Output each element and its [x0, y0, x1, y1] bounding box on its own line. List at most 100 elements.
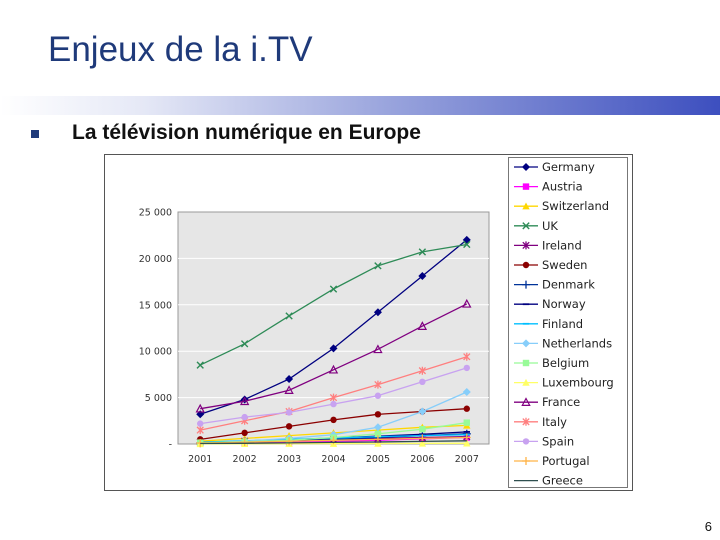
data-point-netherlands: [418, 407, 427, 416]
legend-label: Germany: [542, 160, 595, 174]
data-point-france: [373, 344, 383, 354]
legend-marker-france: [521, 397, 531, 406]
data-point-germany: [285, 375, 294, 384]
legend-marker-belgium: [522, 359, 530, 367]
data-point-germany: [373, 308, 382, 317]
data-point-italy: [196, 426, 204, 435]
data-point-uk: [285, 312, 293, 320]
legend: Germany Austria Switzerland UK Ireland Sweden…: [508, 157, 628, 488]
data-point-spain: [419, 378, 426, 386]
data-point-uk: [418, 248, 427, 256]
y-tick-label: -: [169, 440, 172, 451]
x-tick-label: 2003: [277, 454, 301, 465]
legend-label: Belgium: [542, 356, 589, 370]
legend-label: Austria: [542, 180, 583, 194]
x-tick-label: 2007: [455, 454, 479, 465]
legend-marker-germany: [522, 163, 530, 171]
data-point-spain: [330, 400, 337, 408]
y-tick-label: 5 000: [145, 393, 172, 404]
data-point-italy: [418, 366, 427, 375]
data-point-sweden: [463, 405, 470, 412]
data-point-france: [417, 321, 428, 330]
legend-item-greece: Greece: [514, 474, 583, 488]
data-point-france: [239, 396, 250, 406]
data-point-uk: [329, 285, 338, 293]
series-line-greece: [200, 440, 467, 445]
legend-label: Italy: [542, 415, 567, 429]
legend-item-italy: Italy: [514, 415, 567, 429]
legend-item-norway: Norway: [514, 297, 586, 311]
legend-marker-ireland: [522, 241, 530, 250]
legend-label: Switzerland: [542, 199, 609, 213]
legend-item-germany: Germany: [514, 160, 595, 174]
data-point-sweden: [330, 416, 337, 424]
legend-item-denmark: Denmark: [514, 278, 595, 292]
plot-area: [177, 211, 490, 445]
x-axis-tick-labels: 2001 2002 2003 2004 2005 2006 2007: [188, 454, 479, 465]
x-tick-label: 2002: [233, 454, 257, 465]
data-point-spain: [374, 392, 382, 399]
data-point-spain: [241, 413, 248, 421]
data-point-uk: [240, 340, 249, 348]
legend-label: Denmark: [542, 278, 595, 292]
series-line-france: [200, 303, 468, 410]
legend-marker-denmark: [522, 280, 530, 289]
legend-item-finland: Finland: [514, 317, 583, 331]
data-point-sweden: [285, 423, 293, 430]
bullet-square-icon: [31, 130, 39, 138]
legend-item-belgium: Belgium: [514, 356, 589, 370]
legend-item-ireland: Ireland: [514, 238, 582, 252]
data-point-uk: [196, 361, 204, 369]
legend-item-sweden: Sweden: [514, 258, 587, 272]
data-point-luxembourg: [418, 439, 427, 447]
data-point-france: [462, 298, 472, 308]
x-tick-label: 2004: [321, 454, 345, 465]
data-point-uk: [374, 262, 382, 270]
legend-marker-portugal: [522, 457, 530, 465]
bullet-text: La télévision numérique en Europe: [72, 121, 421, 144]
legend-item-spain: Spain: [514, 434, 574, 448]
legend-label: Ireland: [542, 238, 582, 252]
legend-label: Luxembourg: [542, 376, 614, 390]
data-point-spain: [285, 409, 293, 416]
series-uk: [196, 240, 471, 369]
legend-marker-spain: [522, 438, 530, 445]
y-tick-label: 20 000: [139, 254, 172, 265]
data-point-belgium: [463, 419, 470, 426]
legend-marker-sweden: [522, 261, 530, 269]
legend-item-netherlands: Netherlands: [514, 336, 612, 350]
x-tick-label: 2005: [366, 454, 390, 465]
legend-item-switzerland: Switzerland: [514, 199, 609, 213]
series-lines: [195, 235, 472, 448]
data-point-italy: [374, 380, 382, 389]
legend-frame: [508, 157, 628, 488]
title-underline-band: [0, 96, 720, 115]
data-point-luxembourg: [463, 439, 471, 447]
y-tick-label: 10 000: [139, 347, 172, 358]
y-tick-label: 25 000: [139, 208, 172, 219]
data-point-belgium: [419, 425, 426, 433]
legend-marker-austria: [522, 183, 530, 190]
legend-label: Spain: [542, 434, 574, 448]
legend-label: Greece: [542, 474, 583, 488]
legend-label: Portugal: [542, 454, 590, 468]
legend-label: Finland: [542, 317, 583, 331]
x-tick-label: 2001: [188, 454, 212, 465]
legend-label: France: [542, 395, 580, 409]
legend-marker-netherlands: [522, 339, 530, 348]
data-point-spain: [197, 420, 204, 427]
y-axis-tick-labels: - 5 000 10 000 15 000 20 000 25 000: [139, 208, 172, 451]
data-point-sweden: [241, 429, 248, 437]
x-tick-label: 2006: [410, 454, 434, 465]
data-point-netherlands: [462, 388, 471, 397]
data-point-portugal: [285, 437, 294, 446]
data-point-germany: [418, 272, 427, 281]
data-point-portugal: [240, 438, 249, 447]
data-point-italy: [329, 393, 338, 402]
legend-marker-italy: [522, 417, 530, 426]
legend-item-austria: Austria: [514, 180, 583, 194]
legend-marker-luxembourg: [522, 378, 530, 386]
legend-label: UK: [542, 219, 558, 233]
data-point-sweden: [374, 411, 382, 418]
slide-title: Enjeux de la i.TV: [48, 30, 313, 69]
